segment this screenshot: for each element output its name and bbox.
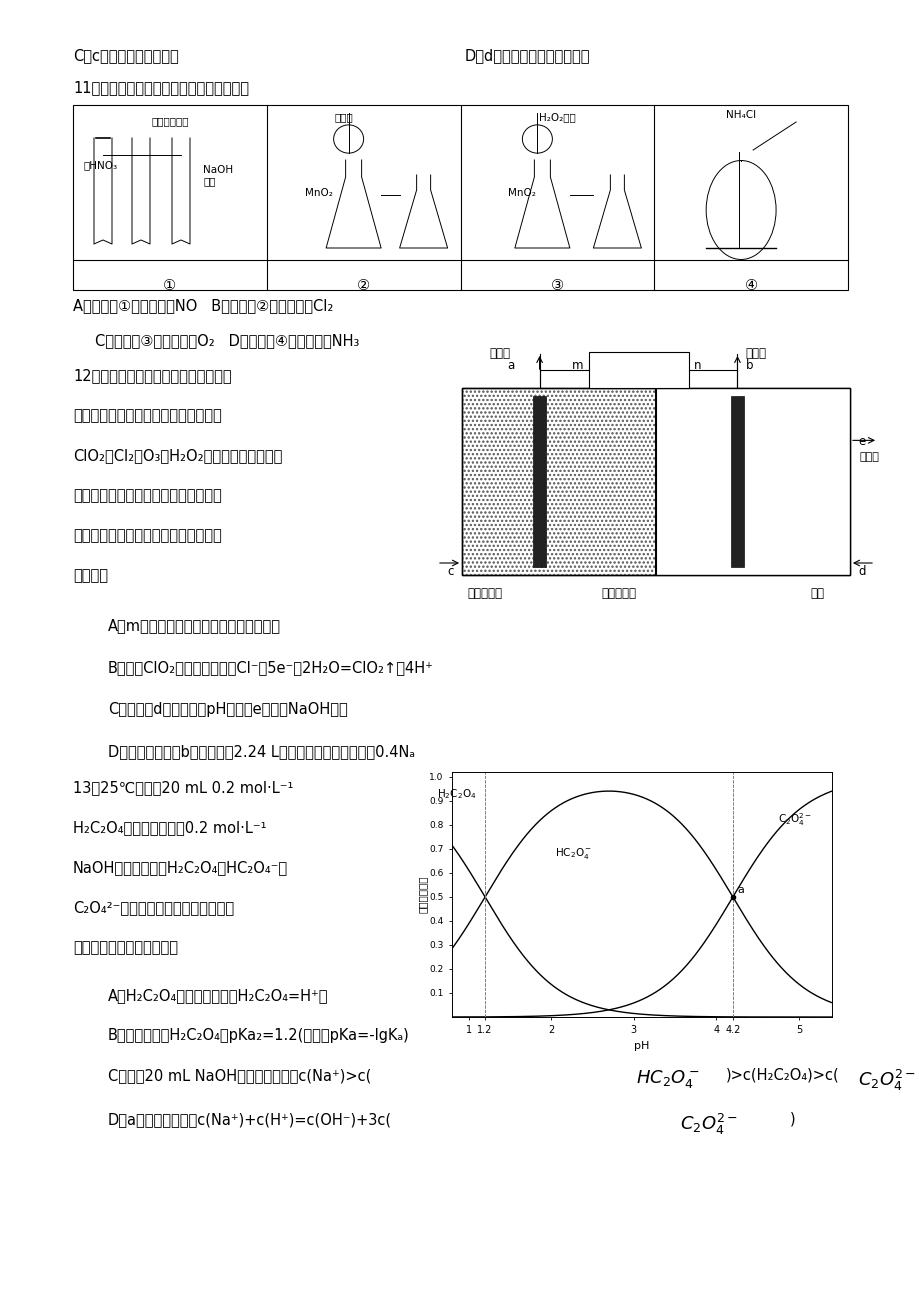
Text: 11．下列气体的制备和收集方法均正确的是: 11．下列气体的制备和收集方法均正确的是	[73, 79, 249, 95]
Text: 示。下列有关说法正确的是: 示。下列有关说法正确的是	[73, 940, 177, 954]
Text: $HC_2O_4^-$: $HC_2O_4^-$	[635, 1068, 699, 1090]
Text: B．由图可知，H₂C₂O₄的pKa₂=1.2(已知：pKa=-lgKₐ): B．由图可知，H₂C₂O₄的pKa₂=1.2(已知：pKa=-lgKₐ)	[108, 1029, 409, 1043]
Text: d: d	[857, 565, 865, 578]
Text: )>c(H₂C₂O₄)>c(: )>c(H₂C₂O₄)>c(	[725, 1068, 839, 1083]
Text: ③: ③	[550, 279, 563, 293]
Text: $C_2O_4^{2-}$: $C_2O_4^{2-}$	[679, 1112, 737, 1137]
Text: H₂C₂O₄溶液中逐滴加入0.2 mol·L⁻¹: H₂C₂O₄溶液中逐滴加入0.2 mol·L⁻¹	[73, 820, 267, 835]
Text: $\mathrm{HC_2O_4^-}$: $\mathrm{HC_2O_4^-}$	[555, 846, 592, 861]
Text: 电源: 电源	[630, 357, 645, 370]
Bar	[461, 388, 655, 575]
Text: D．标准状况下，b口每收集到2.24 L气体乙，电路中转移电子0.4Nₐ: D．标准状况下，b口每收集到2.24 L气体乙，电路中转移电子0.4Nₐ	[108, 743, 414, 759]
Text: 气体乙: 气体乙	[744, 348, 766, 359]
Text: e: e	[857, 435, 864, 448]
Bar	[73, 105, 847, 290]
Text: $HC_2O_4^-$: $HC_2O_4^-$	[650, 988, 713, 1010]
Text: ClO₂、Cl₂、O₃、H₂O₂的混合气体甲，被水: ClO₂、Cl₂、O₃、H₂O₂的混合气体甲，被水	[73, 448, 282, 464]
Text: 吸收后可制得具有更强的广谱杀菌灭毒: 吸收后可制得具有更强的广谱杀菌灭毒	[73, 488, 221, 503]
Text: 稀HNO₃: 稀HNO₃	[83, 160, 117, 171]
Text: 12．某二氧化氯复合消毒剂发生器的工: 12．某二氧化氯复合消毒剂发生器的工	[73, 368, 232, 383]
Text: ①: ①	[164, 279, 176, 293]
Text: 可抽动的铜丝: 可抽动的铜丝	[151, 116, 188, 126]
Text: c: c	[448, 565, 453, 578]
Text: b: b	[744, 359, 752, 372]
Text: 饱和食盐水: 饱和食盐水	[467, 587, 502, 600]
Text: 能力的二氧化氯复合消毒剂。下列说法: 能力的二氧化氯复合消毒剂。下列说法	[73, 529, 221, 543]
Text: ②: ②	[357, 279, 369, 293]
Text: D．d中所有原子有可能共平面: D．d中所有原子有可能共平面	[464, 48, 590, 62]
Text: $\mathrm{C_2O_4^{2-}}$: $\mathrm{C_2O_4^{2-}}$	[777, 811, 811, 828]
Text: H₂O₂溶液: H₂O₂溶液	[539, 112, 575, 122]
Text: 作原理如图所示。通电后，产生成分为: 作原理如图所示。通电后，产生成分为	[73, 408, 221, 423]
Text: D．a点对应的溶液中c(Na⁺)+c(H⁺)=c(OH⁻)+3c(: D．a点对应的溶液中c(Na⁺)+c(H⁺)=c(OH⁻)+3c(	[108, 1112, 391, 1128]
Text: A．H₂C₂O₄的电离方程式为H₂C₂O₄=H⁺＋: A．H₂C₂O₄的电离方程式为H₂C₂O₄=H⁺＋	[108, 988, 328, 1003]
Text: C．通电后d口所在极室pH升高，e口排出NaOH溶液: C．通电后d口所在极室pH升高，e口排出NaOH溶液	[108, 702, 347, 717]
Text: $\mathrm{H_2C_2O_4}$: $\mathrm{H_2C_2O_4}$	[437, 786, 476, 801]
Text: 清水: 清水	[809, 587, 823, 600]
Text: n: n	[693, 359, 700, 372]
Y-axis label: 物质的量分数: 物质的量分数	[417, 876, 427, 913]
Text: C₂O₄²⁻、的物质的量分数变化如图所: C₂O₄²⁻、的物质的量分数变化如图所	[73, 900, 233, 915]
Text: NH₄Cl: NH₄Cl	[725, 109, 755, 120]
Text: m: m	[572, 359, 583, 372]
Text: NaOH溶液。溶液中H₂C₂O₄、HC₂O₄⁻、: NaOH溶液。溶液中H₂C₂O₄、HC₂O₄⁻、	[73, 861, 288, 875]
Text: ): )	[789, 1112, 795, 1128]
Text: MnO₂: MnO₂	[508, 187, 536, 198]
Bar	[461, 388, 849, 575]
Text: C．c的名称为对氨基苯酚: C．c的名称为对氨基苯酚	[73, 48, 178, 62]
Text: 13．25℃时，向20 mL 0.2 mol·L⁻¹: 13．25℃时，向20 mL 0.2 mol·L⁻¹	[73, 780, 293, 796]
X-axis label: pH: pH	[633, 1040, 649, 1051]
Text: a: a	[506, 359, 514, 372]
Text: 气体甲: 气体甲	[489, 348, 510, 359]
Bar	[731, 396, 743, 566]
Text: NaOH
溶液: NaOH 溶液	[203, 165, 233, 186]
Text: C．加入20 mL NaOH溶液时，溶液中c(Na⁺)>c(: C．加入20 mL NaOH溶液时，溶液中c(Na⁺)>c(	[108, 1068, 371, 1083]
Text: A．用装置①制备并收集NO   B．用装置②制备并收集Cl₂: A．用装置①制备并收集NO B．用装置②制备并收集Cl₂	[73, 298, 333, 312]
Text: MnO₂: MnO₂	[304, 187, 332, 198]
Bar	[588, 352, 687, 388]
Text: 溶液丙: 溶液丙	[859, 452, 879, 462]
Text: B．产生ClO₂的电极反应式为Cl⁻＋5e⁻＋2H₂O=ClO₂↑＋4H⁺: B．产生ClO₂的电极反应式为Cl⁻＋5e⁻＋2H₂O=ClO₂↑＋4H⁺	[108, 660, 434, 674]
Text: 正确的是: 正确的是	[73, 568, 108, 583]
Bar	[461, 388, 849, 575]
Bar	[532, 396, 546, 566]
Bar	[461, 388, 849, 575]
Text: 离子交换膜: 离子交换膜	[600, 587, 635, 600]
Text: C．用装置③制备并收集O₂   D．用装置④制备并收集NH₃: C．用装置③制备并收集O₂ D．用装置④制备并收集NH₃	[95, 333, 359, 348]
Text: 浓盐酸: 浓盐酸	[334, 112, 353, 122]
Bar	[655, 388, 849, 575]
Text: $C_2O_4^{2-}$: $C_2O_4^{2-}$	[857, 1068, 915, 1094]
Text: a: a	[737, 884, 743, 894]
Text: ④: ④	[743, 279, 757, 293]
Text: A．m端为电源正极，隔膜为阴离子交换膜: A．m端为电源正极，隔膜为阴离子交换膜	[108, 618, 280, 633]
